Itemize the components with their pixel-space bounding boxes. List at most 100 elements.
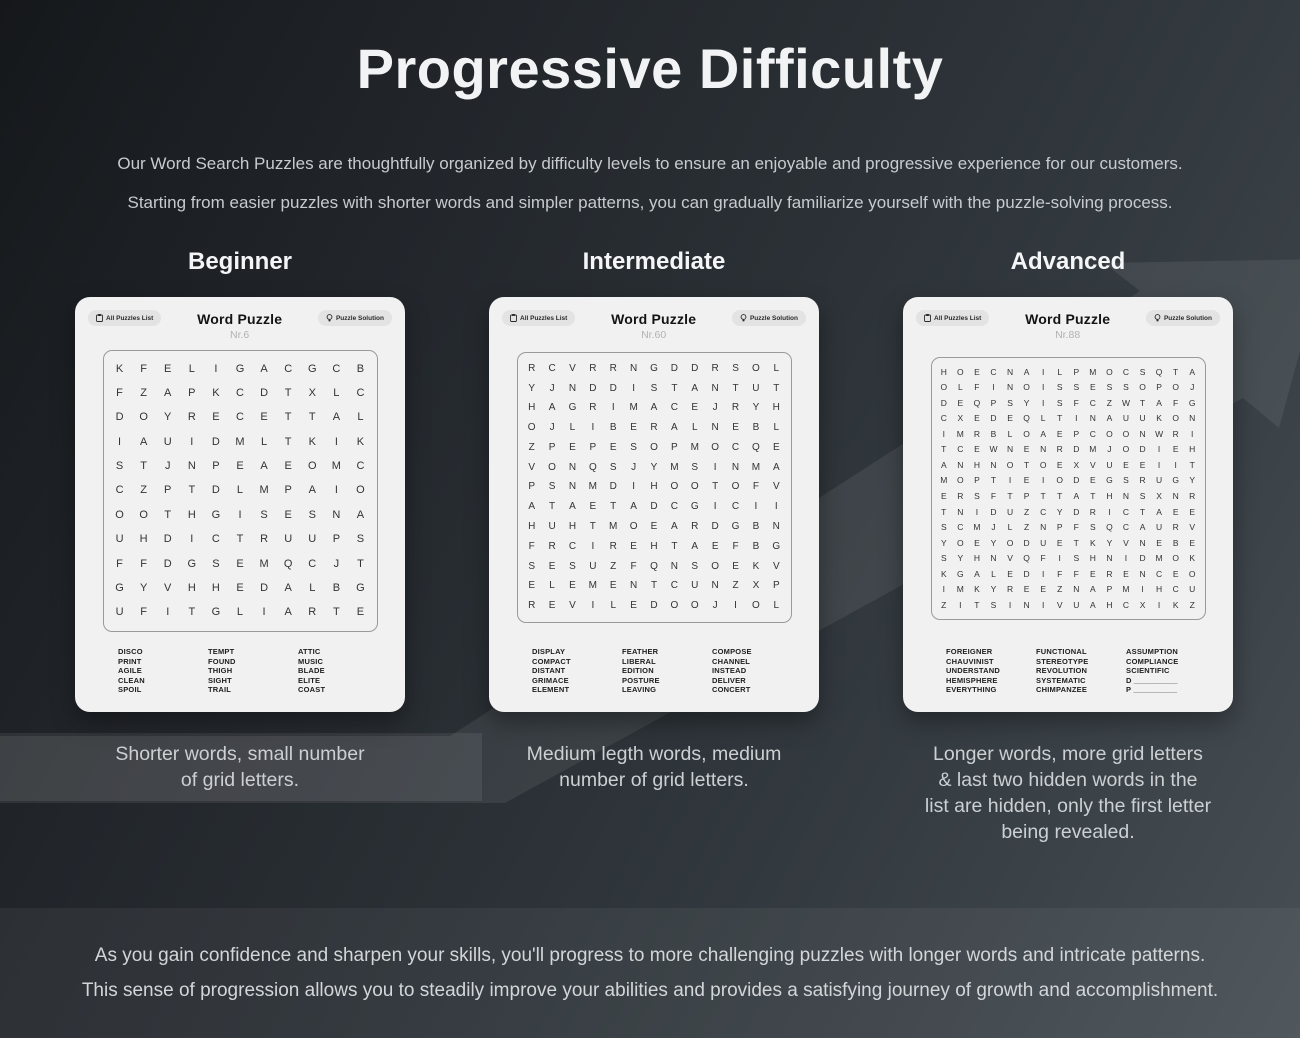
- grid-letter: A: [284, 606, 292, 619]
- grid-letter: A: [569, 501, 576, 513]
- grid-letter: Y: [940, 537, 947, 548]
- all-puzzles-list-button[interactable]: All Puzzles List: [502, 310, 576, 326]
- grid-letter: I: [190, 533, 194, 546]
- grid-letter: G: [568, 402, 577, 414]
- grid-letter: J: [164, 460, 171, 473]
- grid-letter: N: [187, 460, 196, 473]
- grid-letter: K: [1090, 537, 1096, 548]
- grid-letter: U: [1122, 413, 1130, 424]
- puzzle-solution-button[interactable]: Puzzle Solution: [317, 310, 392, 326]
- grid-letter: D: [1073, 444, 1080, 455]
- card-titles: Word Puzzle Nr.88: [1025, 311, 1110, 341]
- grid-letter: U: [1040, 537, 1047, 548]
- grid-letter: U: [1006, 506, 1014, 517]
- grid-letter: F: [1173, 397, 1179, 408]
- grid-letter: I: [959, 599, 962, 610]
- grid-letter: R: [1172, 428, 1179, 439]
- all-puzzles-list-button[interactable]: All Puzzles List: [916, 310, 990, 326]
- word-list-item: REVOLUTION: [1036, 666, 1088, 676]
- puzzle-card-beginner: All Puzzles List Word Puzzle Nr.6 Puzzle…: [75, 297, 405, 712]
- grid-letter: Z: [610, 560, 617, 572]
- grid-letter: E: [1023, 444, 1030, 455]
- grid-letter: X: [1073, 459, 1080, 470]
- grid-letter: A: [1189, 366, 1196, 377]
- grid-letter: M: [1155, 553, 1163, 564]
- grid-letter: L: [357, 411, 364, 424]
- grid-letter: C: [670, 580, 678, 592]
- grid-letter: E: [1007, 568, 1013, 579]
- grid-letter: I: [1157, 444, 1161, 455]
- word-list-item: COAST: [298, 685, 326, 695]
- grid-letter: Q: [588, 461, 597, 473]
- grid-letter: R: [973, 428, 980, 439]
- grid-letter: F: [1073, 522, 1079, 533]
- word-list-item: ELITE: [298, 675, 321, 685]
- grid-letter: I: [713, 461, 717, 473]
- puzzle-solution-button[interactable]: Puzzle Solution: [1145, 310, 1220, 326]
- grid-letter: A: [630, 501, 637, 513]
- grid-letter: E: [212, 411, 220, 424]
- grid-letter: U: [1073, 599, 1080, 610]
- grid-letter: A: [356, 508, 365, 521]
- word-list-item: SCIENTIFIC: [1126, 666, 1170, 676]
- grid-letter: L: [773, 422, 780, 434]
- clipboard-icon: [924, 314, 931, 322]
- grid-letter: R: [1089, 506, 1096, 517]
- grid-letter: T: [1073, 537, 1079, 548]
- grid-letter: D: [589, 382, 597, 394]
- grid-letter: M: [609, 521, 618, 532]
- grid-letter: G: [187, 557, 197, 570]
- grid-letter: G: [957, 568, 964, 579]
- grid-letter: V: [772, 481, 780, 493]
- grid-letter: H: [940, 366, 947, 377]
- grid-letter: O: [690, 481, 699, 493]
- grid-letter: Z: [732, 580, 739, 592]
- grid-letter: T: [1040, 491, 1046, 502]
- grid-letter: G: [731, 521, 740, 532]
- grid-letter: L: [1007, 522, 1013, 533]
- grid-letter: N: [1189, 413, 1196, 424]
- grid-letter: U: [308, 533, 317, 546]
- grid-letter: M: [940, 475, 948, 486]
- grid-letter: A: [548, 402, 556, 414]
- grid-letter: T: [549, 501, 556, 513]
- grid-letter: P: [1073, 366, 1080, 377]
- grid-letter: L: [991, 568, 996, 579]
- grid-letter: D: [1073, 475, 1080, 486]
- word-list-item: CHAUVINIST: [946, 656, 994, 666]
- grid-letter: S: [1056, 382, 1063, 393]
- grid-letter: X: [1139, 599, 1146, 610]
- grid-letter: O: [670, 600, 679, 612]
- grid-letter: A: [1023, 366, 1030, 377]
- grid-letter: P: [990, 397, 997, 408]
- grid-letter: H: [211, 581, 220, 594]
- grid-letter: I: [754, 501, 758, 513]
- word-list-item: DISCO: [118, 647, 143, 656]
- grid-letter: O: [711, 560, 720, 572]
- grid-letter: E: [974, 413, 980, 424]
- puzzle-solution-button[interactable]: Puzzle Solution: [731, 310, 806, 326]
- grid-letter: Z: [1057, 584, 1063, 595]
- grid-letter: M: [670, 461, 679, 473]
- lightbulb-icon: [740, 314, 747, 322]
- grid-letter: C: [308, 557, 317, 570]
- grid-letter: U: [548, 521, 556, 532]
- grid-letter: E: [548, 600, 556, 612]
- grid-letter: O: [1172, 553, 1179, 564]
- grid-letter: U: [1106, 459, 1113, 470]
- grid-letter: D: [211, 484, 220, 497]
- grid-letter: L: [1007, 428, 1013, 439]
- grid-letter: N: [1139, 568, 1146, 579]
- grid-letter: T: [332, 606, 340, 619]
- grid-letter: T: [732, 382, 739, 394]
- page-title: Progressive Difficulty: [356, 37, 944, 100]
- grid-letter: N: [568, 481, 577, 493]
- grid-letter: F: [116, 557, 123, 570]
- grid-letter: I: [118, 435, 122, 448]
- word-list-column: TEMPT FOUND THIGH SIGHT TRAIL: [208, 647, 272, 695]
- word-list-item: POSTURE: [622, 675, 660, 685]
- puzzle-solution-label: Puzzle Solution: [749, 314, 798, 322]
- all-puzzles-list-button[interactable]: All Puzzles List: [88, 310, 162, 326]
- grid-letter: I: [1058, 553, 1061, 564]
- grid-letter: C: [236, 387, 244, 400]
